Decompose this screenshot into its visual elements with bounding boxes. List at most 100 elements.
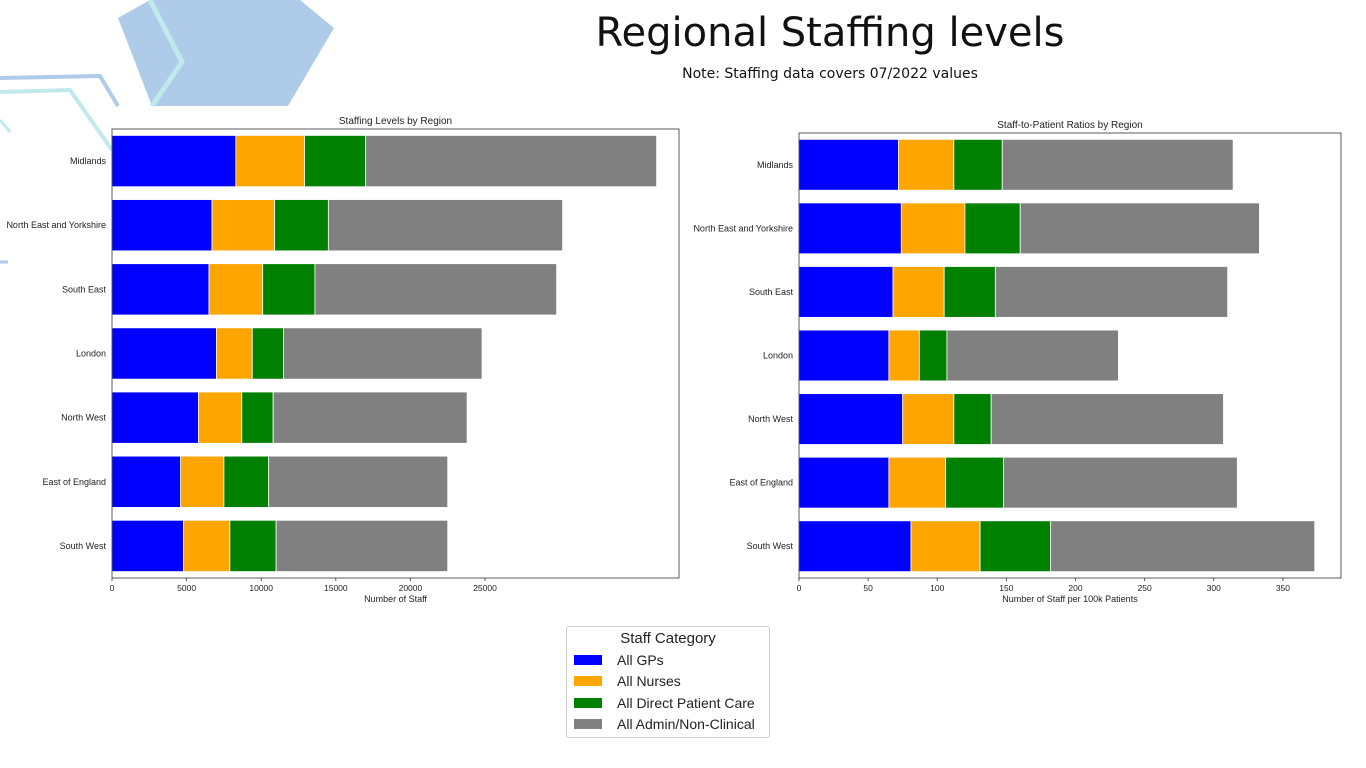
bar-segment-gps — [111, 135, 237, 188]
decorative-hexagons — [0, 0, 334, 264]
bar-segment-nurses — [208, 263, 264, 316]
x-tick-label: 15000 — [324, 583, 348, 593]
category-label: South East — [62, 284, 107, 294]
category-label: North West — [61, 413, 106, 423]
bar-segment-admin — [990, 393, 1224, 445]
decor-line — [0, 73, 120, 108]
x-tick-label: 300 — [1207, 583, 1221, 593]
bar-segment-direct-patient-care — [918, 329, 948, 382]
bar-segment-admin — [365, 135, 658, 188]
legend-label: All Nurses — [617, 673, 681, 690]
bar-segment-admin — [946, 329, 1119, 382]
category-label: North East and Yorkshire — [6, 220, 106, 230]
bar-segment-gps — [798, 456, 890, 509]
bar-segment-nurses — [910, 520, 981, 573]
x-tick-label: 350 — [1276, 583, 1290, 593]
bar-segment-direct-patient-care — [953, 393, 992, 445]
staff-ratio-chart: Staff-to-Patient Ratios by Region Midland… — [693, 120, 1342, 604]
bar-segment-direct-patient-care — [945, 456, 1005, 509]
bar-segment-direct-patient-care — [943, 266, 996, 318]
decor-line — [0, 87, 114, 152]
legend-swatch — [574, 676, 602, 687]
bar-segment-nurses — [888, 329, 920, 382]
x-tick-label: 50 — [863, 583, 873, 593]
bar-segment-gps — [111, 455, 182, 508]
x-tick-label: 5000 — [177, 583, 196, 593]
bar-segment-admin — [275, 519, 449, 572]
x-tick-label: 0 — [797, 583, 802, 593]
x-tick-label: 250 — [1138, 583, 1152, 593]
x-tick-label: 200 — [1068, 583, 1082, 593]
bar-segment-gps — [798, 266, 894, 318]
bar-segment-gps — [111, 263, 210, 316]
chart-title: Staff-to-Patient Ratios by Region — [997, 120, 1142, 131]
bar-segment-admin — [1001, 138, 1234, 191]
bar-segment-admin — [283, 327, 483, 380]
bar-segment-direct-patient-care — [304, 135, 367, 188]
legend-item-nurses: All Nurses — [567, 671, 769, 693]
bar-segment-nurses — [183, 519, 231, 572]
staffing-levels-chart: Staffing Levels by Region Midlands North E… — [6, 116, 680, 604]
bar-segment-direct-patient-care — [953, 138, 1003, 191]
x-tick-label: 0 — [110, 583, 115, 593]
bar-segment-gps — [798, 520, 912, 573]
bar-segment-nurses — [888, 456, 946, 509]
bar-segment-direct-patient-care — [274, 199, 329, 252]
bar-segment-gps — [798, 393, 904, 445]
category-label: London — [763, 351, 793, 361]
bar-segment-gps — [111, 519, 185, 572]
x-tick-label: 100 — [930, 583, 944, 593]
legend-item-admin: All Admin/Non-Clinical — [567, 714, 769, 736]
category-label: Midlands — [757, 160, 794, 170]
bar-segment-nurses — [900, 202, 966, 255]
bar-segment-direct-patient-care — [241, 391, 274, 444]
category-label: North East and Yorkshire — [693, 223, 793, 233]
bar-segment-nurses — [898, 138, 955, 191]
bar-segment-gps — [111, 327, 217, 380]
plot-frame — [111, 128, 680, 579]
legend-label: All Admin/Non-Clinical — [617, 716, 755, 733]
x-tick-label: 10000 — [249, 583, 273, 593]
chart-title: Staffing Levels by Region — [339, 116, 452, 127]
bar-segment-admin — [327, 199, 564, 252]
bar-segment-gps — [798, 202, 902, 255]
category-label: South West — [747, 541, 794, 551]
bar-segment-direct-patient-care — [964, 202, 1021, 255]
legend-swatch — [574, 654, 602, 665]
bar-segment-gps — [798, 138, 899, 191]
x-tick-label: 25000 — [473, 583, 497, 593]
bar-segment-gps — [111, 391, 199, 444]
bar-segment-nurses — [216, 327, 253, 380]
bar-segment-admin — [1050, 520, 1316, 573]
category-label: Midlands — [70, 156, 107, 166]
x-axis-label: Number of Staff per 100k Patients — [1002, 594, 1138, 604]
bar-segment-admin — [268, 455, 449, 508]
bar-segment-gps — [111, 199, 213, 252]
category-label: East of England — [42, 477, 106, 487]
bar-segment-admin — [314, 263, 558, 316]
bar-segment-direct-patient-care — [262, 263, 316, 316]
bar-segment-nurses — [892, 266, 945, 318]
bar-segment-nurses — [198, 391, 243, 444]
legend-item-gps: All GPs — [567, 649, 769, 671]
legend-label: All Direct Patient Care — [617, 694, 755, 711]
bar-segment-direct-patient-care — [229, 519, 277, 572]
plot-frame — [798, 132, 1342, 579]
legend-item-direct-patient-care: All Direct Patient Care — [567, 692, 769, 714]
legend-swatch — [574, 697, 602, 708]
bar-segment-admin — [994, 266, 1229, 318]
category-label: London — [76, 349, 106, 359]
decor-line — [0, 119, 12, 133]
bar-segment-admin — [1019, 202, 1260, 255]
category-label: South West — [60, 541, 107, 551]
page-note: Note: Staffing data covers 07/2022 value… — [682, 66, 978, 82]
decor-line — [147, 0, 185, 108]
bar-segment-admin — [1003, 456, 1238, 509]
page-title: Regional Staffing levels — [595, 10, 1065, 56]
bar-segment-direct-patient-care — [979, 520, 1052, 573]
bar-segment-gps — [798, 329, 890, 382]
category-label: North West — [748, 414, 793, 424]
category-label: South East — [749, 287, 794, 297]
x-axis-label: Number of Staff — [364, 594, 427, 604]
bar-segment-direct-patient-care — [223, 455, 270, 508]
